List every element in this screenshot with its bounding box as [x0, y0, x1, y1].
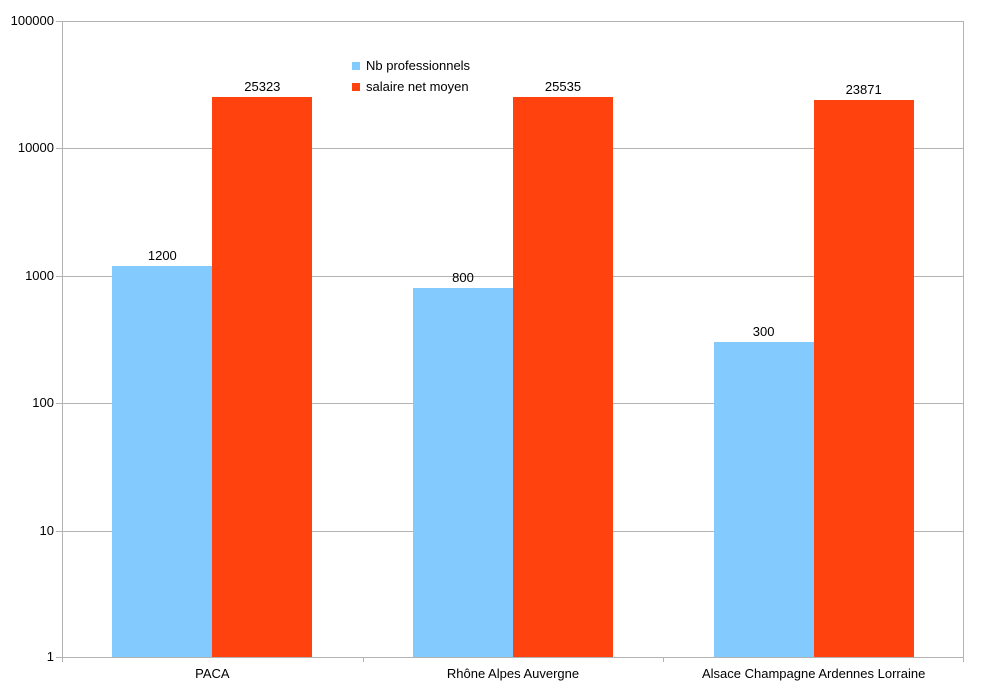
y-axis-tick-label: 10000: [17, 140, 54, 155]
x-axis-tick-mark: [963, 657, 964, 662]
x-axis-tick-mark: [663, 657, 664, 662]
y-axis-tick-label: 10: [39, 523, 54, 538]
bar-value-label: 25535: [544, 78, 582, 94]
x-axis-category-label: Alsace Champagne Ardennes Lorraine: [702, 666, 926, 681]
legend: Nb professionnels salaire net moyen: [352, 55, 470, 97]
bar-value-label: 23871: [845, 82, 882, 98]
legend-swatch-red-icon: [352, 82, 360, 91]
legend-label-salaire-net-moyen: salaire net moyen: [366, 79, 469, 94]
y-axis-tick-label: 1: [46, 649, 54, 664]
bar-value-label: 25323: [244, 78, 281, 94]
bar-salaire-net-moyen: [813, 100, 914, 657]
y-axis-tick-label: 100: [32, 395, 54, 410]
legend-swatch-blue-icon: [352, 61, 360, 70]
bar-salaire-net-moyen: [212, 96, 313, 657]
y-axis-tick-mark: [56, 403, 62, 404]
bar-value-label: 800: [452, 270, 474, 286]
y-axis-tick-mark: [56, 531, 62, 532]
y-axis-tick-label: 100000: [10, 13, 54, 28]
y-axis-tick-mark: [56, 276, 62, 277]
x-axis-category-label: Rhône Alpes Auvergne: [446, 666, 580, 681]
x-axis-tick-mark: [62, 657, 63, 662]
legend-label-nb-professionnels: Nb professionnels: [366, 58, 471, 73]
y-axis-tick-mark: [56, 657, 62, 658]
x-axis-tick-mark: [363, 657, 364, 662]
bar-value-label: 1200: [147, 247, 177, 263]
x-axis-category-label: PACA: [195, 666, 230, 681]
plot-area: [62, 21, 964, 658]
bar-nb-professionnels: [413, 288, 513, 657]
y-axis-tick-mark: [56, 21, 62, 22]
y-axis-tick-label: 1000: [25, 268, 54, 283]
bar-nb-professionnels: [112, 265, 213, 657]
y-axis-tick-mark: [56, 148, 62, 149]
legend-item-nb-professionnels: Nb professionnels: [352, 55, 470, 76]
bar-value-label: 300: [752, 324, 775, 340]
bar-nb-professionnels: [713, 342, 814, 657]
legend-item-salaire-net-moyen: salaire net moyen: [352, 76, 470, 97]
bar-salaire-net-moyen: [513, 96, 613, 657]
